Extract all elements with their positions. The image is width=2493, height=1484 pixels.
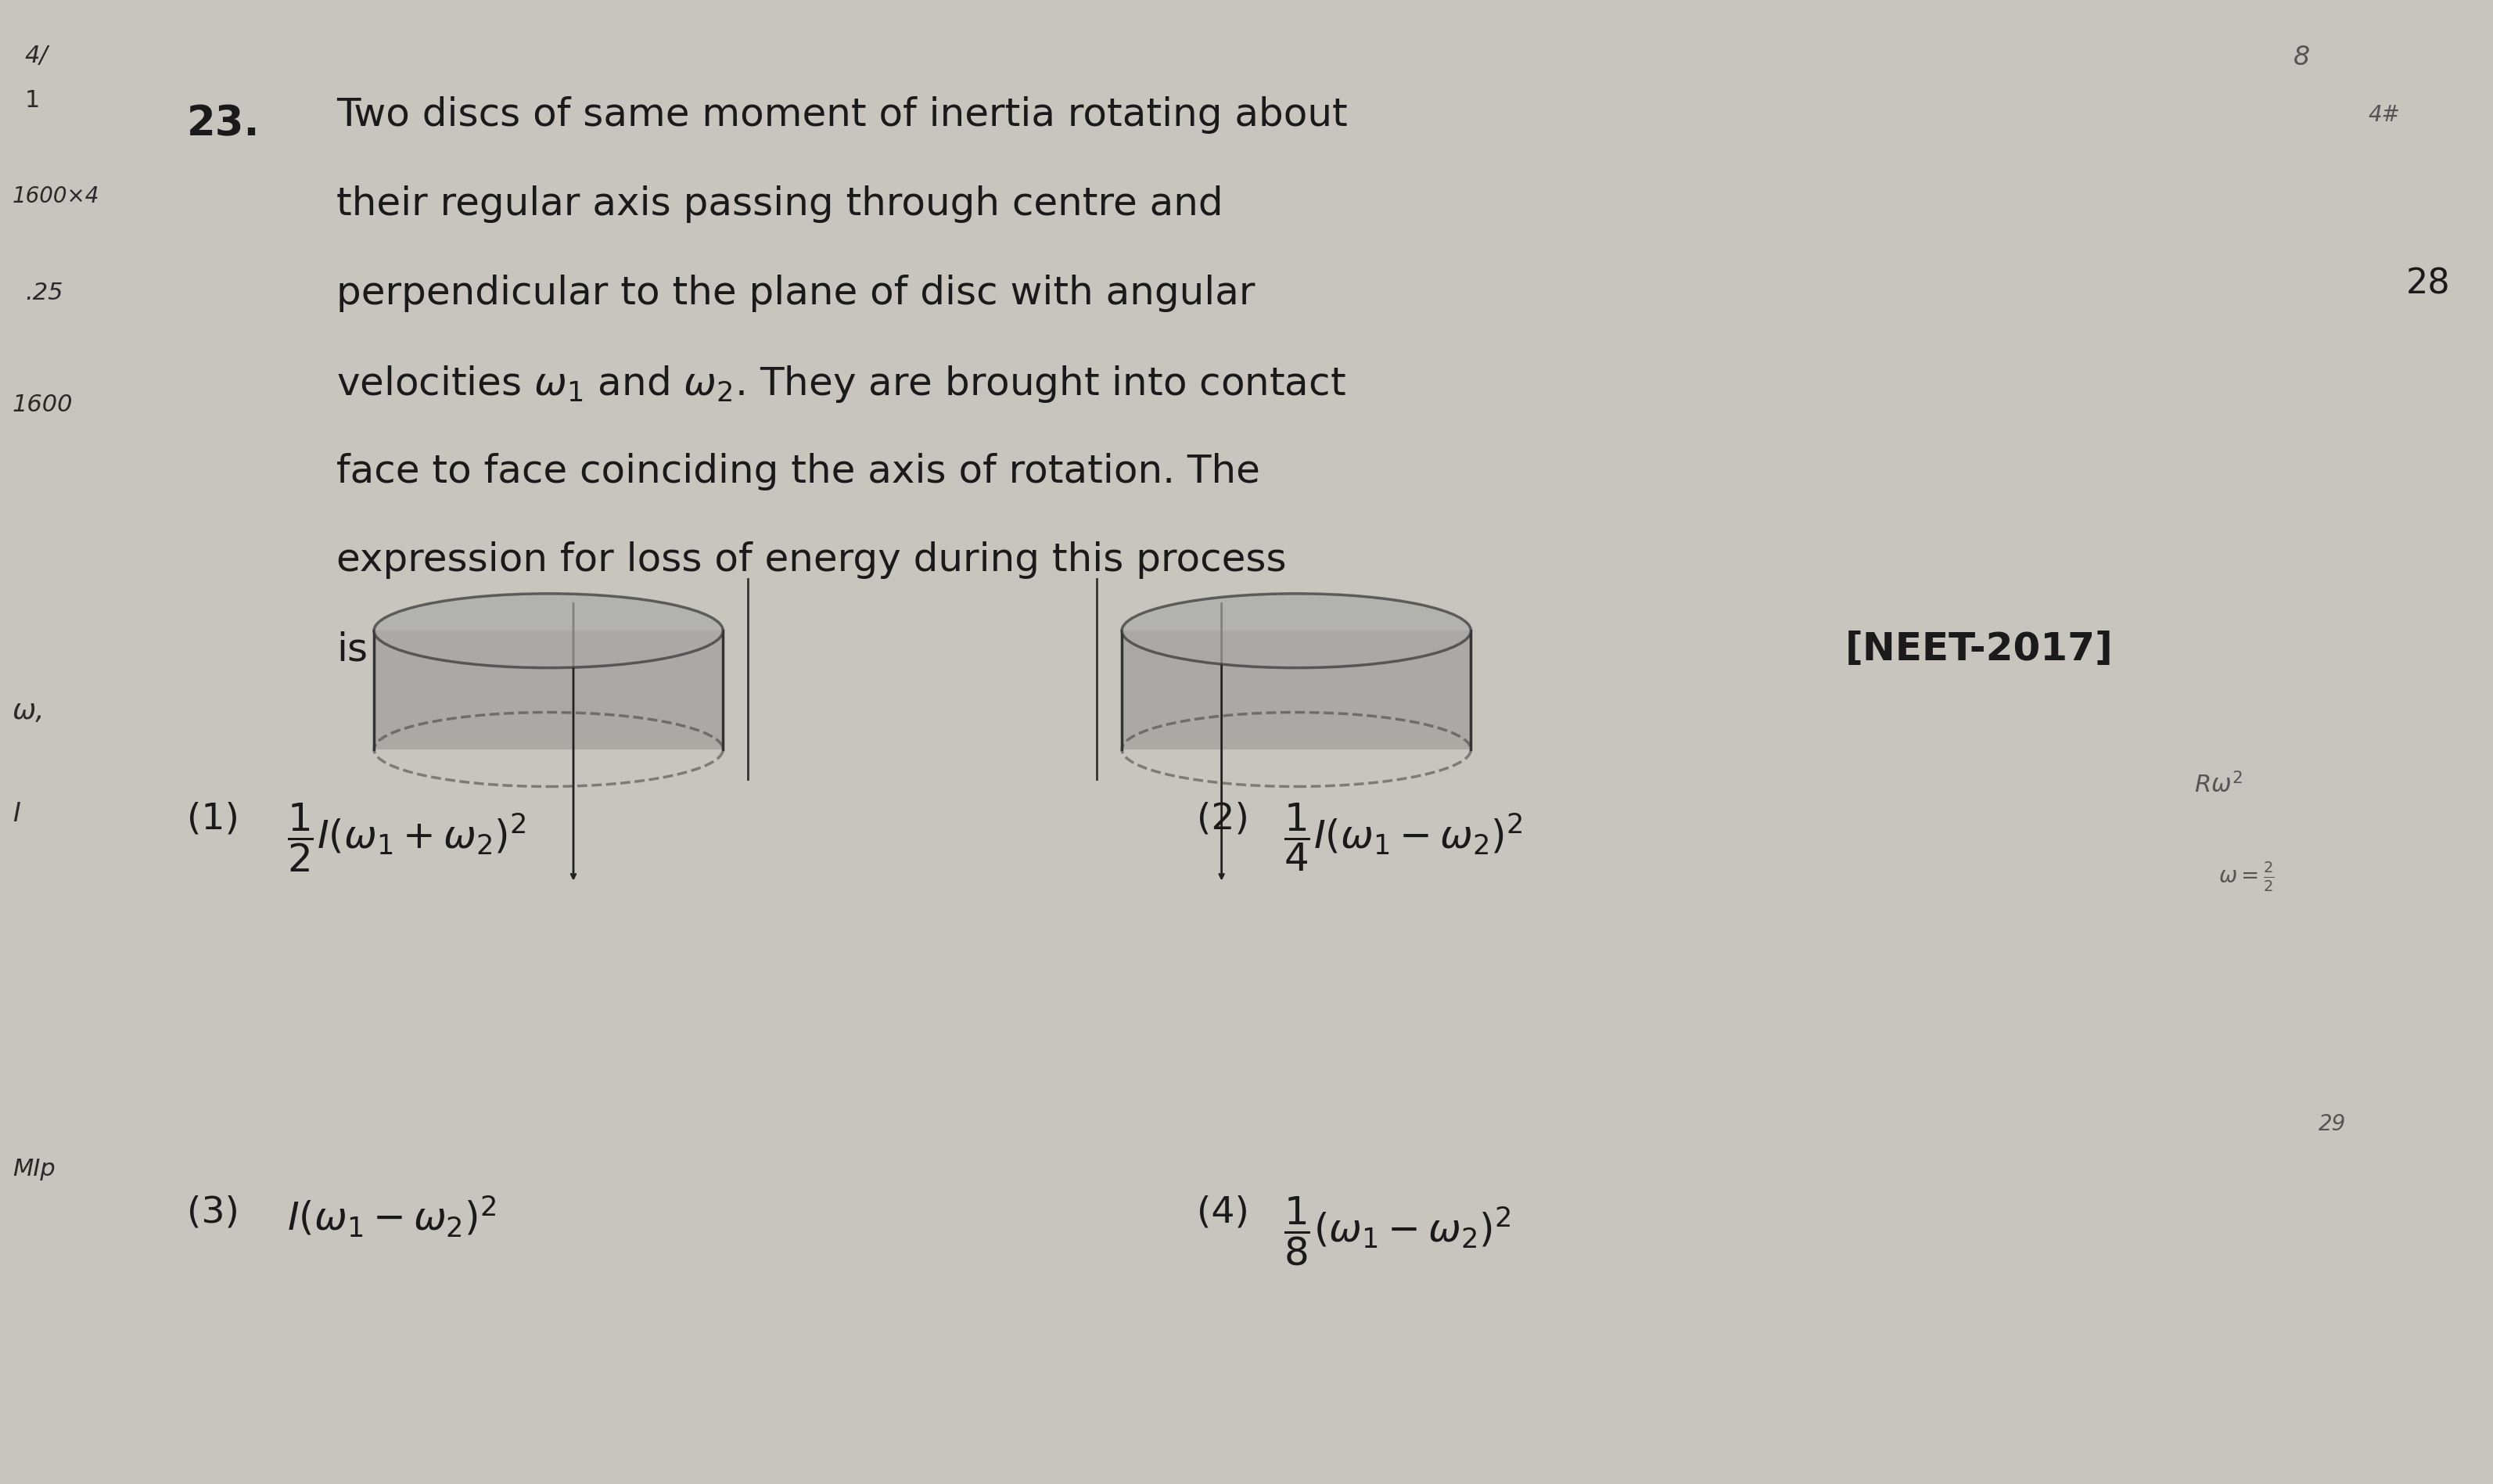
Text: 28: 28 bbox=[2406, 267, 2451, 301]
Text: $I(\omega_1 - \omega_2)^2$: $I(\omega_1 - \omega_2)^2$ bbox=[287, 1195, 496, 1239]
Text: $\dfrac{1}{2}I(\omega_1 + \omega_2)^2$: $\dfrac{1}{2}I(\omega_1 + \omega_2)^2$ bbox=[287, 801, 526, 874]
Text: ω,: ω, bbox=[12, 697, 45, 724]
Ellipse shape bbox=[374, 594, 723, 668]
Text: 23.: 23. bbox=[187, 104, 259, 144]
Text: 4#: 4# bbox=[2368, 104, 2401, 126]
Text: $R\omega^2$: $R\omega^2$ bbox=[2194, 772, 2241, 797]
Text: perpendicular to the plane of disc with angular: perpendicular to the plane of disc with … bbox=[337, 275, 1256, 312]
Text: is: is bbox=[337, 631, 369, 668]
Text: .25: .25 bbox=[25, 282, 62, 304]
Polygon shape bbox=[1122, 631, 1471, 749]
Text: 8: 8 bbox=[2294, 45, 2311, 70]
Text: 1600: 1600 bbox=[12, 393, 72, 416]
Text: their regular axis passing through centre and: their regular axis passing through centr… bbox=[337, 186, 1224, 223]
Ellipse shape bbox=[1122, 594, 1471, 668]
Text: 1600×4: 1600×4 bbox=[12, 186, 100, 208]
Polygon shape bbox=[374, 631, 723, 749]
Text: [NEET-2017]: [NEET-2017] bbox=[1845, 631, 2114, 668]
Text: 4/: 4/ bbox=[25, 45, 47, 67]
Text: $\dfrac{1}{8}(\omega_1 - \omega_2)^2$: $\dfrac{1}{8}(\omega_1 - \omega_2)^2$ bbox=[1284, 1195, 1511, 1267]
Text: MIp: MIp bbox=[12, 1158, 55, 1180]
Text: face to face coinciding the axis of rotation. The: face to face coinciding the axis of rota… bbox=[337, 453, 1261, 490]
Text: velocities $\omega_1$ and $\omega_2$. They are brought into contact: velocities $\omega_1$ and $\omega_2$. Th… bbox=[337, 364, 1346, 404]
Text: 1: 1 bbox=[25, 89, 40, 111]
Text: $\dfrac{1}{4}I(\omega_1 - \omega_2)^2$: $\dfrac{1}{4}I(\omega_1 - \omega_2)^2$ bbox=[1284, 801, 1523, 873]
Text: (2): (2) bbox=[1197, 801, 1249, 837]
Text: I: I bbox=[12, 801, 20, 827]
Text: (4): (4) bbox=[1197, 1195, 1249, 1230]
Text: (3): (3) bbox=[187, 1195, 239, 1230]
Text: (1): (1) bbox=[187, 801, 239, 837]
Text: $\omega=\frac{2}{2}$: $\omega=\frac{2}{2}$ bbox=[2219, 861, 2274, 893]
Text: Two discs of same moment of inertia rotating about: Two discs of same moment of inertia rota… bbox=[337, 96, 1349, 134]
Text: 29: 29 bbox=[2318, 1113, 2346, 1135]
Text: expression for loss of energy during this process: expression for loss of energy during thi… bbox=[337, 542, 1286, 579]
